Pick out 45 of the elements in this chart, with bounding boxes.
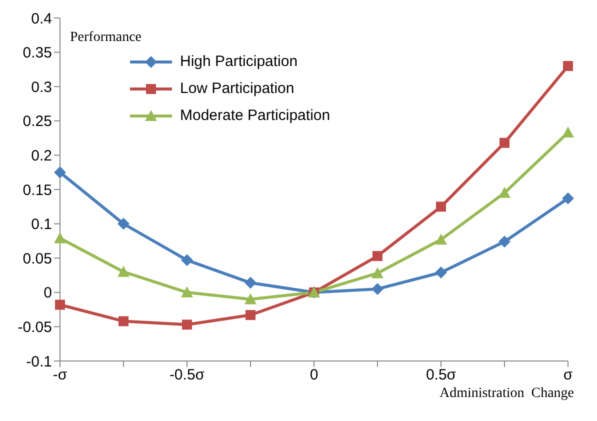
point bbox=[498, 236, 510, 248]
x-tick-label: -σ bbox=[52, 366, 68, 384]
y-tick-label: 0.3 bbox=[31, 78, 52, 96]
point bbox=[54, 166, 66, 178]
point bbox=[435, 266, 447, 279]
point bbox=[55, 300, 65, 310]
x-tick-label: 0 bbox=[310, 366, 318, 384]
y-tick-label: 0.35 bbox=[22, 44, 52, 62]
point bbox=[562, 192, 574, 204]
y-tick-label: 0.1 bbox=[31, 216, 52, 234]
x-tick-label: -0.5σ bbox=[169, 366, 206, 384]
y-tick-label: -0.05 bbox=[18, 319, 52, 336]
point bbox=[498, 186, 510, 198]
point bbox=[372, 282, 384, 295]
point bbox=[118, 316, 128, 326]
y-tick-label: 0.05 bbox=[22, 250, 52, 268]
point bbox=[563, 61, 573, 72]
x-axis-title: Administration Change bbox=[439, 386, 574, 402]
point bbox=[181, 286, 193, 298]
y-tick-label: -0.1 bbox=[26, 353, 52, 370]
point bbox=[181, 254, 193, 266]
point bbox=[244, 293, 256, 304]
y-axis-title: Performance bbox=[70, 30, 142, 46]
x-tick-label: σ bbox=[563, 366, 574, 384]
y-tick-label: 0.25 bbox=[22, 113, 52, 130]
legend-label: Moderate Participation bbox=[180, 107, 330, 124]
point bbox=[118, 218, 130, 230]
y-tick-label: 0.2 bbox=[31, 148, 52, 165]
point bbox=[435, 234, 447, 245]
point bbox=[118, 266, 130, 277]
point bbox=[54, 232, 66, 244]
y-tick-label: 0.15 bbox=[22, 182, 52, 199]
legend-label: High Participation bbox=[180, 53, 298, 70]
point bbox=[182, 320, 192, 330]
legend-label: Low Participation bbox=[180, 80, 294, 97]
y-tick-label: 0.4 bbox=[31, 10, 52, 28]
point bbox=[500, 138, 510, 148]
point bbox=[562, 126, 574, 138]
point bbox=[246, 310, 256, 320]
y-tick-label: 0 bbox=[44, 284, 52, 302]
point bbox=[244, 276, 256, 289]
x-tick-label: 0.5σ bbox=[426, 366, 457, 384]
point bbox=[372, 267, 384, 278]
point bbox=[372, 251, 382, 262]
point bbox=[436, 202, 446, 212]
